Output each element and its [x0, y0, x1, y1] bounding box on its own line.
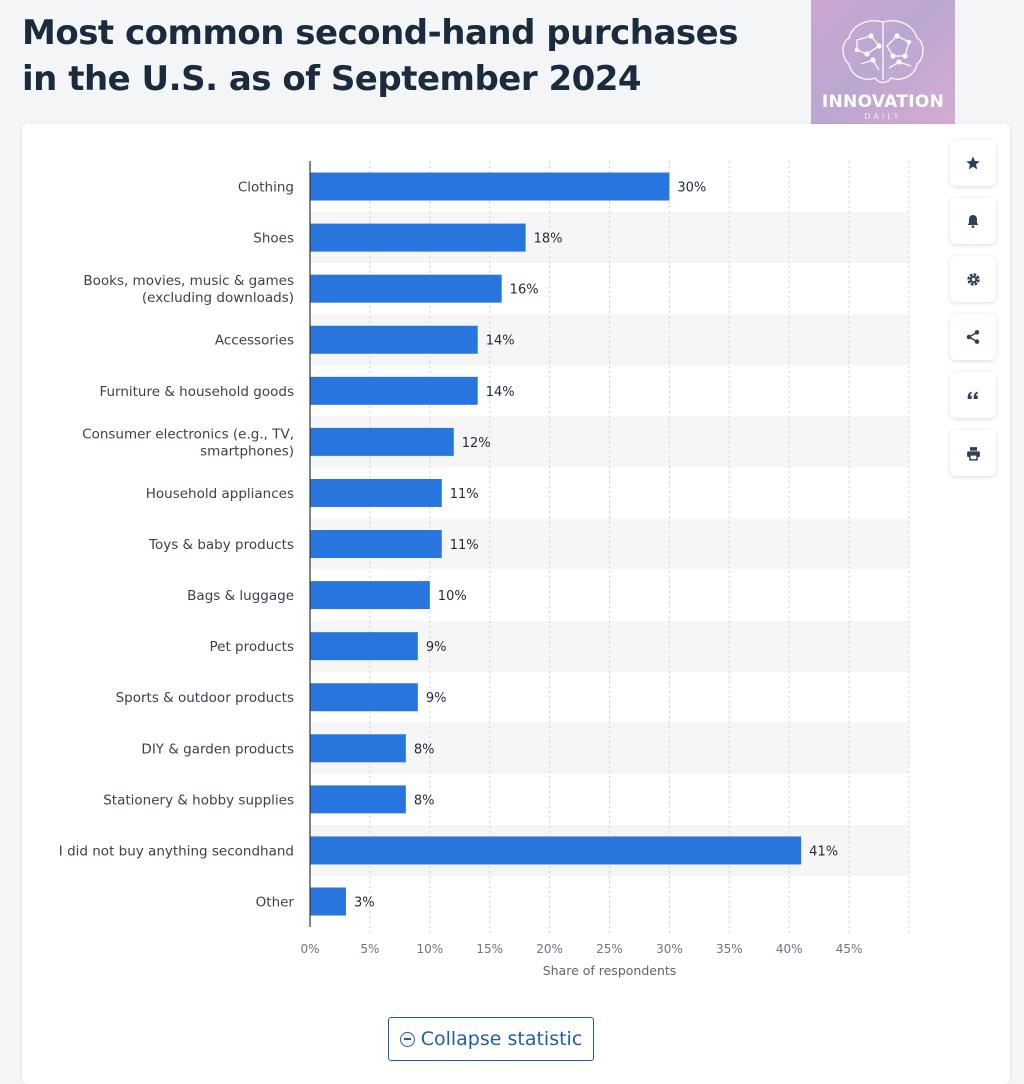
- collapse-statistic-button[interactable]: Collapse statistic: [388, 1017, 594, 1061]
- category-label: DIY & garden products: [141, 741, 294, 757]
- cite-button[interactable]: [950, 372, 996, 418]
- bar: [310, 836, 802, 865]
- x-tick-label: 15%: [476, 942, 503, 956]
- x-tick-label: 40%: [776, 942, 803, 956]
- gear-icon: [966, 272, 980, 286]
- bar: [310, 632, 418, 661]
- bar-chart: 0% 5% 10% 15% 20% 25% 30% 35% 40% 45% 30% Clothing 1…: [59, 161, 910, 978]
- category-label: Household appliances: [146, 486, 294, 502]
- bell-icon: [967, 215, 979, 228]
- settings-button[interactable]: [950, 256, 996, 302]
- bar-value-label: 14%: [486, 385, 515, 400]
- page-title: Most common second-hand purchases in the…: [22, 13, 738, 99]
- bar: [310, 581, 430, 610]
- logo-sub-text: DAILY: [864, 112, 902, 121]
- category-label: Clothing: [238, 180, 294, 196]
- notification-button[interactable]: [950, 198, 996, 244]
- collapse-statistic-label: Collapse statistic: [420, 1028, 583, 1050]
- bar: [310, 376, 478, 405]
- bar: [310, 274, 502, 303]
- favorite-button[interactable]: [950, 140, 996, 186]
- chart-card: 0% 5% 10% 15% 20% 25% 30% 35% 40% 45% 30% Clothing 1…: [22, 124, 1010, 1084]
- bar: [310, 785, 406, 814]
- print-button[interactable]: [950, 430, 996, 476]
- bar: [310, 530, 442, 559]
- category-label: Pet products: [209, 639, 294, 655]
- x-tick-label: 30%: [656, 942, 683, 956]
- bar: [310, 172, 670, 201]
- bar-value-label: 3%: [354, 896, 375, 911]
- brain-icon: [842, 20, 924, 84]
- innovation-daily-logo: INNOVATION DAILY: [811, 0, 955, 142]
- category-label: Shoes: [253, 231, 294, 247]
- bar-value-label: 11%: [450, 538, 479, 553]
- bar-value-label: 9%: [426, 691, 447, 706]
- share-button[interactable]: [950, 314, 996, 360]
- category-label: Consumer electronics (e.g., TV, smartphon…: [82, 426, 294, 459]
- bar-value-label: 14%: [486, 334, 515, 349]
- category-label: Bags & luggage: [187, 588, 294, 604]
- x-axis-title: Share of respondents: [543, 963, 677, 978]
- minus-circle-icon: [399, 1031, 415, 1047]
- quote-icon: [967, 391, 978, 399]
- bar-value-label: 8%: [414, 793, 435, 808]
- bar-value-label: 12%: [462, 436, 491, 451]
- bar: [310, 887, 346, 916]
- bar-value-label: 16%: [510, 283, 539, 298]
- star-icon: [966, 156, 980, 170]
- x-tick-label: 25%: [596, 942, 623, 956]
- bar-value-label: 41%: [809, 844, 838, 859]
- x-tick-label: 20%: [536, 942, 563, 956]
- bar: [310, 734, 406, 763]
- bar-value-label: 11%: [450, 487, 479, 502]
- category-label: I did not buy anything secondhand: [59, 843, 294, 859]
- category-label: Furniture & household goods: [99, 384, 294, 400]
- x-tick-label: 10%: [416, 942, 443, 956]
- category-label: Accessories: [215, 333, 294, 349]
- bar-value-label: 10%: [438, 589, 467, 604]
- category-label: Stationery & hobby supplies: [103, 792, 294, 808]
- bar: [310, 683, 418, 712]
- bar-value-label: 18%: [534, 232, 563, 247]
- x-tick-label: 5%: [360, 942, 379, 956]
- x-tick-label: 35%: [716, 942, 743, 956]
- bar: [310, 223, 526, 252]
- category-label: Other: [256, 895, 295, 911]
- category-label: Sports & outdoor products: [116, 690, 294, 706]
- bar: [310, 478, 442, 507]
- x-tick-label: 45%: [836, 942, 863, 956]
- print-icon: [966, 446, 980, 461]
- bar-value-label: 8%: [414, 742, 435, 757]
- bar-value-label: 9%: [426, 640, 447, 655]
- x-tick-label: 0%: [300, 942, 319, 956]
- category-label: Toys & baby products: [148, 537, 294, 553]
- bar-value-label: 30%: [677, 181, 706, 196]
- tool-sidebar: [950, 140, 998, 488]
- logo-brand-text: INNOVATION: [821, 92, 945, 112]
- share-icon: [966, 330, 980, 344]
- bar: [310, 325, 478, 354]
- bar: [310, 427, 454, 456]
- category-label: Books, movies, music & games (excluding d…: [83, 273, 294, 306]
